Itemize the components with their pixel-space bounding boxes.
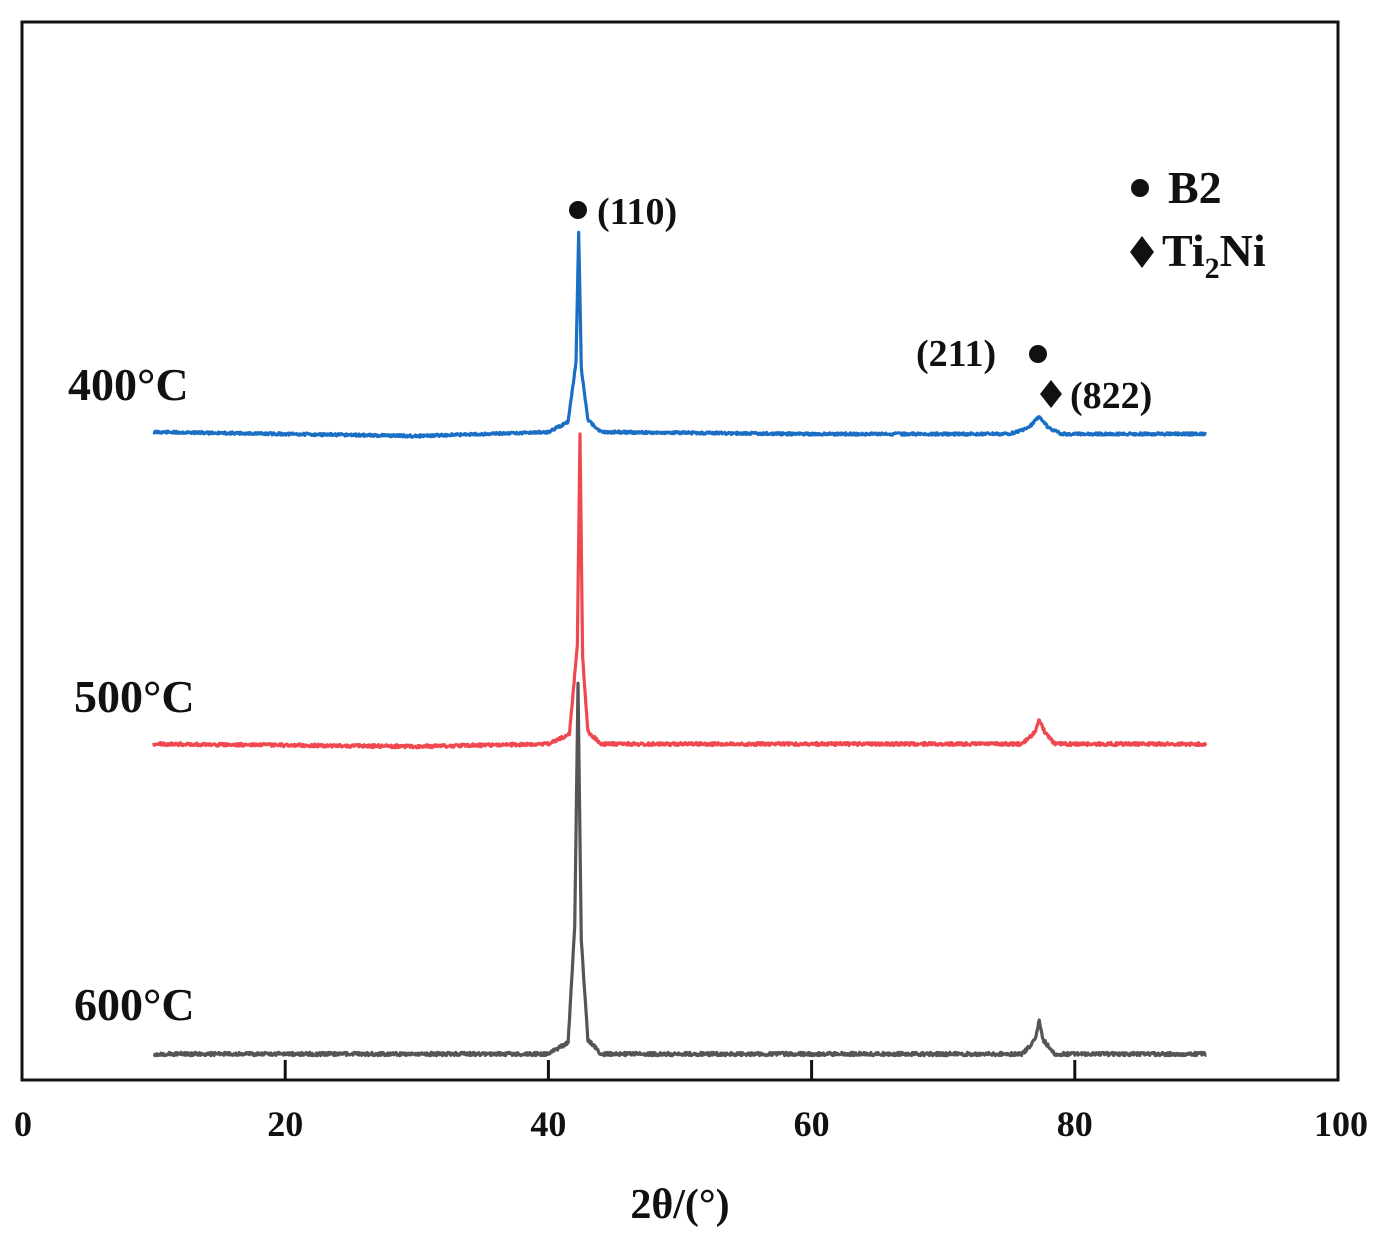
series-group (152, 230, 1208, 1058)
peak-annotations: (110) (211) (822) (569, 191, 1152, 417)
x-tick-label-40: 40 (530, 1104, 566, 1144)
x-tick-label-60: 60 (794, 1104, 830, 1144)
legend-ti2ni-suffix: Ni (1220, 225, 1266, 276)
b2-marker-110 (569, 201, 587, 219)
peak-label-211: (211) (916, 333, 996, 375)
x-tick-label-80: 80 (1057, 1104, 1093, 1144)
b2-marker-211 (1029, 345, 1047, 363)
legend-ti2ni-subscript: 2 (1205, 252, 1220, 285)
series-line-400 (152, 230, 1208, 439)
series-label-600: 600°C (74, 979, 195, 1030)
peak-label-822: (822) (1070, 375, 1152, 417)
peak-label-110: (110) (597, 191, 677, 233)
legend-ti2ni-main: Ti (1162, 225, 1205, 276)
legend: B2 Ti2Ni (1130, 162, 1266, 285)
x-axis-ticks: 0 20 40 60 80 100 (14, 1060, 1368, 1144)
series-line-500 (152, 432, 1208, 750)
x-tick-label-0: 0 (14, 1104, 32, 1144)
legend-ti2ni-label: Ti2Ni (1162, 225, 1266, 285)
series-label-500: 500°C (74, 671, 195, 722)
legend-b2-icon (1131, 179, 1149, 197)
ti2ni-marker-822 (1040, 380, 1062, 408)
series-labels: 400°C 500°C 600°C (68, 359, 195, 1030)
plot-frame (20, 20, 1340, 1082)
x-tick-label-100: 100 (1314, 1104, 1368, 1144)
x-tick-label-20: 20 (267, 1104, 303, 1144)
x-axis-title: 2θ/(°) (630, 1182, 729, 1228)
legend-b2-label: B2 (1168, 162, 1222, 213)
series-label-400: 400°C (68, 359, 189, 410)
legend-ti2ni-icon (1130, 236, 1154, 268)
series-line-600 (152, 681, 1208, 1058)
